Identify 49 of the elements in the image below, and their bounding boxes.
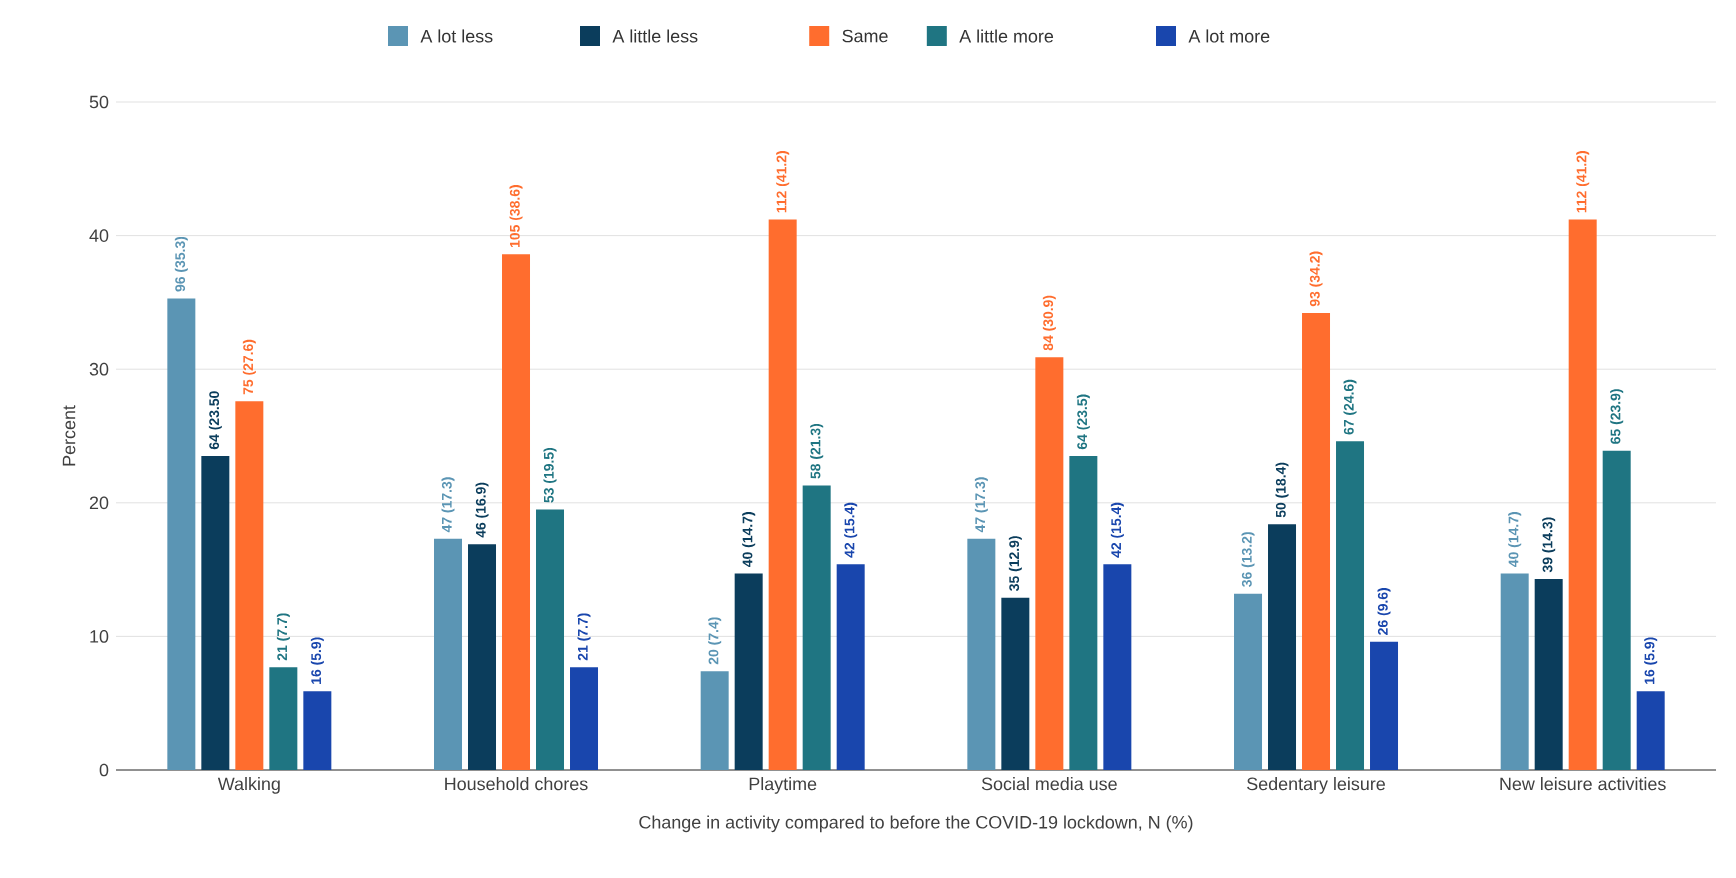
- bar: [570, 667, 599, 770]
- bar: [1370, 641, 1399, 770]
- legend-label: A little less: [612, 29, 698, 43]
- bar: [1103, 564, 1132, 770]
- legend-label: A little more: [959, 29, 1054, 43]
- x-tick-label: Playtime: [749, 777, 817, 794]
- bar: [836, 564, 865, 770]
- bar: [967, 538, 996, 770]
- bar: [502, 254, 531, 770]
- y-tick-label: 10: [90, 630, 109, 643]
- bar: [1500, 573, 1529, 770]
- bar: [167, 298, 196, 770]
- bar: [1035, 357, 1064, 770]
- y-tick-label: 20: [89, 496, 109, 510]
- legend-label: A lot less: [420, 29, 493, 43]
- bar: [1636, 691, 1665, 770]
- bar: [235, 401, 264, 770]
- x-tick-label: New leisure activities: [1500, 777, 1666, 791]
- bar: [536, 509, 565, 770]
- y-tick-label: 30: [89, 362, 109, 376]
- y-tick-label: 50: [89, 95, 109, 109]
- bar: [1602, 450, 1631, 770]
- bar: [468, 544, 497, 770]
- x-tick-label: Social media use: [981, 777, 1117, 791]
- bar: [1001, 597, 1030, 770]
- bar: [802, 485, 831, 770]
- bar: [1268, 524, 1297, 770]
- bar: [1302, 313, 1331, 770]
- bar: [1336, 441, 1365, 770]
- bar: [303, 691, 332, 770]
- legend-label: Same: [842, 29, 888, 43]
- bar: [700, 671, 729, 770]
- bar: [1234, 593, 1263, 770]
- bar: [734, 573, 763, 770]
- bar: [269, 667, 298, 770]
- x-axis-title: Change in activity compared to before the COVID-19 lockdown, N (%): [639, 815, 1193, 833]
- bar: [434, 538, 463, 770]
- x-tick-label: Walking: [217, 777, 280, 794]
- bar: [768, 219, 797, 770]
- x-tick-label: Sedentary leisure: [1247, 777, 1385, 794]
- y-tick-label: 0: [99, 763, 109, 777]
- bar: [1534, 578, 1563, 770]
- y-axis-title: Percent: [62, 405, 76, 466]
- legend-label: A lot more: [1188, 29, 1270, 43]
- bar: [1568, 219, 1597, 770]
- x-tick-label: Household chores: [445, 777, 588, 791]
- bar: [201, 456, 230, 770]
- bar: [1069, 456, 1098, 770]
- y-tick-label: 40: [89, 229, 109, 242]
